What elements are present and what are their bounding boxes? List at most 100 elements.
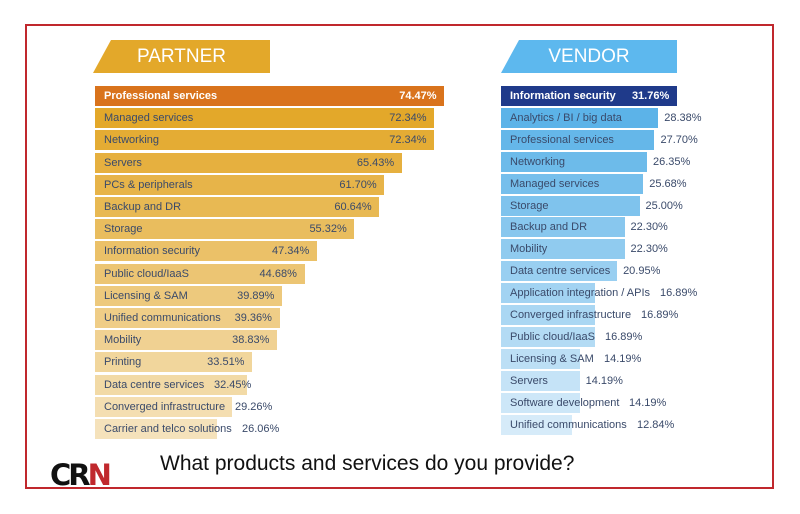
bar-label: Servers [510, 374, 548, 387]
value-label: 74.47% [399, 90, 437, 102]
bar-label: Printing [104, 356, 142, 369]
value-label: 12.84% [637, 418, 675, 431]
bar [501, 326, 595, 347]
value-label: 16.89% [641, 309, 679, 321]
bar [501, 348, 580, 369]
bar-label: Managed services [104, 112, 194, 125]
value-label: 16.89% [605, 330, 643, 343]
bar [95, 396, 233, 417]
value-label: 27.70% [660, 133, 698, 146]
bar-label: Data centre services [510, 265, 611, 278]
bar [501, 195, 640, 216]
bar-label: Unified communications [104, 312, 221, 324]
value-label: 72.34% [389, 112, 427, 125]
bar [95, 108, 435, 129]
bar-label: Application integration / APIs [510, 287, 651, 300]
bar [501, 86, 677, 106]
value-label: 47.34% [272, 245, 310, 258]
bar [95, 308, 280, 328]
bar [95, 241, 318, 262]
bar [95, 197, 380, 217]
bar [501, 370, 580, 391]
value-label: 33.51% [207, 356, 245, 369]
bar-label: Backup and DR [510, 221, 588, 234]
value-label: 38.83% [232, 334, 270, 347]
value-label: 22.30% [630, 243, 668, 256]
value-label: 28.38% [664, 111, 702, 124]
bar-label: Mobility [510, 243, 548, 256]
bar [95, 352, 253, 373]
bar-label: PCs & peripherals [104, 178, 193, 191]
bar-label: Converged infrastructure [510, 309, 632, 321]
crn-logo: CRN [50, 458, 112, 492]
bar [501, 239, 625, 260]
bar [501, 129, 655, 150]
value-label: 39.89% [237, 289, 275, 302]
value-label: 65.43% [356, 156, 395, 169]
value-label: 20.95% [623, 265, 661, 278]
value-label: 31.76% [631, 90, 670, 102]
value-label: 22.30% [630, 221, 668, 234]
bar-label: Managed services [510, 177, 600, 190]
bar-label: Converged infrastructure [104, 400, 226, 413]
bar-label: Backup and DR [104, 201, 182, 213]
bar [95, 152, 402, 173]
value-label: 26.35% [652, 155, 691, 168]
bar [95, 86, 445, 106]
value-label: 14.19% [585, 374, 623, 387]
bar-label: Networking [510, 155, 566, 168]
bar [501, 305, 595, 325]
bar-label: Information security [510, 90, 616, 102]
bar [95, 219, 355, 240]
bar [95, 130, 435, 151]
bar [95, 419, 218, 439]
value-label: 26.06% [242, 423, 280, 435]
bar-label: Analytics / BI / big data [510, 111, 622, 124]
bar [501, 392, 580, 413]
bar [501, 414, 573, 435]
bar-label: Professional services [104, 90, 218, 102]
bar [501, 261, 618, 282]
bar [95, 263, 305, 284]
bar-label: Mobility [104, 334, 142, 347]
bar [501, 283, 595, 304]
value-label: 29.26% [235, 400, 273, 413]
value-label: 16.89% [660, 287, 698, 300]
value-label: 25.68% [649, 177, 687, 190]
value-label: 39.36% [234, 312, 272, 324]
value-label: 72.34% [389, 134, 427, 147]
bar-label: Public cloud/IaaS [104, 267, 189, 280]
bar [501, 217, 625, 238]
bar-label: Unified communications [510, 418, 627, 431]
vendor-header: VENDOR [501, 40, 677, 73]
bar-label: Carrier and telco solutions [104, 423, 232, 435]
chart-frame [25, 24, 774, 489]
chart-question: What products and services do you provid… [160, 452, 575, 475]
bar [95, 174, 385, 195]
value-label: 25.00% [645, 199, 683, 212]
bar [501, 107, 659, 128]
bar-label: Servers [104, 156, 142, 169]
bar [501, 151, 647, 172]
bar-label: Licensing & SAM [104, 289, 188, 302]
bar [501, 173, 644, 194]
bar [95, 374, 248, 395]
bar-label: Storage [510, 199, 549, 212]
bar-label: Networking [104, 134, 160, 147]
bar-label: Data centre services [104, 378, 205, 391]
bar-label: Public cloud/IaaS [510, 330, 595, 343]
bar-label: Storage [104, 223, 143, 236]
value-label: 44.68% [259, 267, 297, 280]
bar [95, 285, 283, 306]
value-label: 55.32% [309, 223, 347, 236]
value-label: 14.19% [629, 396, 667, 409]
value-label: 61.70% [339, 178, 377, 191]
bar-label: Professional services [510, 133, 614, 146]
bar-label: Licensing & SAM [510, 352, 594, 365]
partner-header: PARTNER [93, 40, 270, 73]
bar-label: Software development [510, 396, 620, 409]
value-label: 14.19% [604, 352, 642, 365]
bar-label: Information security [104, 245, 200, 258]
value-label: 32.45% [214, 378, 252, 391]
value-label: 60.64% [334, 201, 372, 213]
